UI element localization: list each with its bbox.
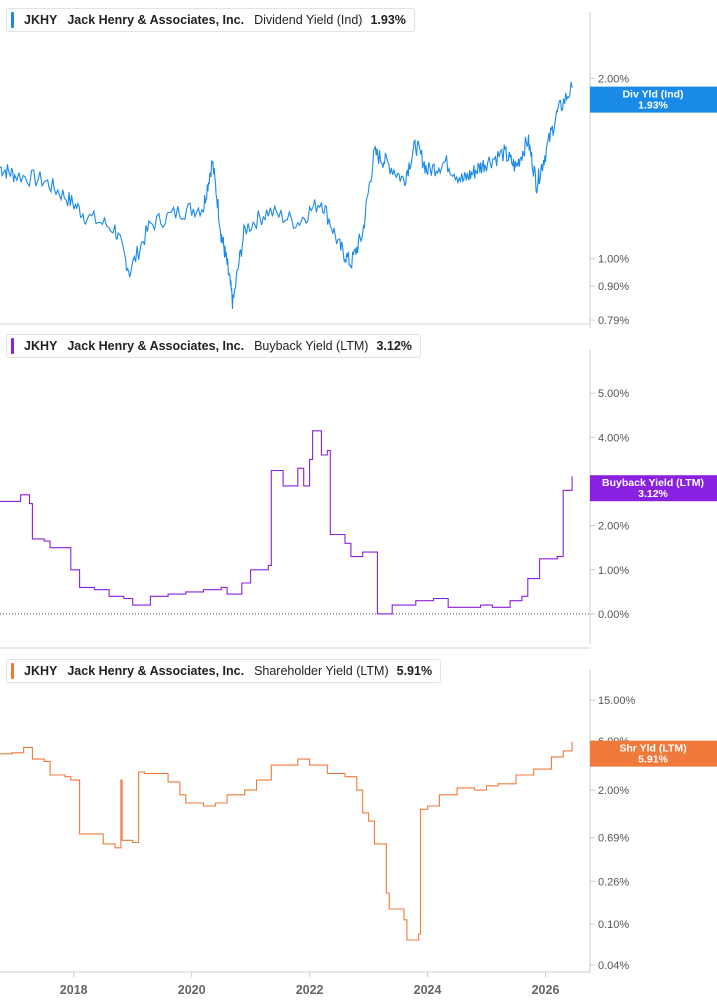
buyback-yield-panel: 0.00%1.00%2.00%3.00%4.00%5.00%Buyback Yi… — [0, 350, 717, 644]
shareholder-yield-panel: 0.04%0.10%0.26%0.69%2.00%6.00%15.00%Shr … — [0, 670, 717, 973]
ticker-label: JKHY — [24, 13, 58, 27]
series-color-marker — [11, 12, 14, 28]
y-tick-label: 0.26% — [598, 876, 629, 888]
x-tick-label: 2020 — [178, 983, 206, 997]
ticker-label: JKHY — [24, 664, 58, 678]
y-tick-label: 0.10% — [598, 919, 629, 931]
company-label: Jack Henry & Associates, Inc. — [67, 339, 245, 353]
flag-metric-label: Buyback Yield (LTM) — [602, 477, 704, 489]
flag-value-label: 3.12% — [638, 488, 668, 500]
metric-value: 1.93% — [370, 13, 406, 27]
flag-metric-label: Div Yld (Ind) — [622, 89, 683, 101]
metric-label: Dividend Yield (Ind) — [254, 13, 363, 27]
y-tick-label: 0.79% — [598, 315, 629, 327]
time-axis: 2018 2020 2022 2024 2026 — [0, 323, 590, 997]
x-tick-label: 2026 — [532, 983, 560, 997]
series-color-marker — [11, 338, 14, 354]
x-tick-label: 2022 — [296, 983, 324, 997]
flag-metric-label: Shr Yld (LTM) — [619, 743, 686, 755]
x-tick-label: 2024 — [414, 983, 442, 997]
y-tick-label: 0.69% — [598, 833, 629, 845]
metric-value: 5.91% — [396, 664, 433, 678]
y-tick-label: 2.00% — [598, 73, 629, 85]
flag-value-label: 5.91% — [638, 754, 668, 766]
y-tick-label: 0.90% — [598, 281, 629, 293]
y-tick-label: 5.00% — [598, 388, 629, 400]
y-tick-label: 0.00% — [598, 609, 629, 621]
last-value-flag — [590, 475, 717, 502]
last-value-flag — [590, 740, 717, 767]
dividend-series-line — [0, 81, 573, 309]
y-tick-label: 2.00% — [598, 521, 629, 533]
metric-value: 3.12% — [376, 339, 412, 353]
company-label: Jack Henry & Associates, Inc. — [67, 664, 245, 678]
last-value-flag — [590, 86, 717, 113]
y-tick-label: 4.00% — [598, 432, 629, 444]
y-tick-label: 0.04% — [598, 960, 629, 972]
buyback-series-line — [0, 430, 573, 615]
metric-label: Shareholder Yield (LTM) — [254, 664, 389, 678]
y-tick-label: 15.00% — [598, 695, 636, 707]
flag-value-label: 1.93% — [638, 100, 668, 112]
dividend-yield-panel: 0.79%0.90%1.00%2.00%Div Yld (Ind)1.93% — [0, 12, 717, 328]
ticker-label: JKHY — [24, 339, 58, 353]
dividend-legend[interactable]: JKHY Jack Henry & Associates, Inc. Divid… — [6, 8, 415, 32]
y-tick-label: 1.00% — [598, 254, 629, 266]
y-tick-label: 2.00% — [598, 785, 629, 797]
shareholder-series-line — [0, 741, 573, 941]
company-label: Jack Henry & Associates, Inc. — [67, 13, 245, 27]
x-tick-label: 2018 — [60, 983, 88, 997]
y-tick-label: 1.00% — [598, 565, 629, 577]
metric-label: Buyback Yield (LTM) — [254, 339, 369, 353]
shareholder-legend[interactable]: JKHY Jack Henry & Associates, Inc. Share… — [6, 659, 442, 683]
series-color-marker — [11, 663, 14, 679]
buyback-legend[interactable]: JKHY Jack Henry & Associates, Inc. Buyba… — [6, 334, 421, 358]
